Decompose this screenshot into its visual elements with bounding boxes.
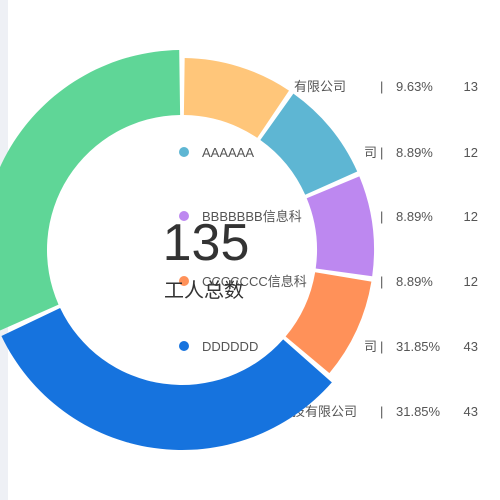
legend-name-3: BBBBBBB信息科 xyxy=(202,209,302,224)
donut-slice-6[interactable] xyxy=(0,50,181,331)
legend-value-6: 43 xyxy=(464,404,478,419)
donut-slice-3[interactable] xyxy=(306,176,375,277)
legend-value-2: 12 xyxy=(464,145,478,160)
legend-percent-1: 9.63% xyxy=(396,79,433,94)
legend-separator-4: | xyxy=(380,274,383,289)
legend-separator-1: | xyxy=(380,79,383,94)
legend-marker-4 xyxy=(179,276,189,286)
legend-marker-3 xyxy=(179,211,189,221)
legend-name-2: AAAAAA xyxy=(202,145,254,160)
legend-value-3: 12 xyxy=(464,209,478,224)
legend-percent-4: 8.89% xyxy=(396,274,433,289)
donut-slice-2[interactable] xyxy=(260,93,358,195)
legend-marker-5 xyxy=(179,341,189,351)
legend-name-5: DDDDDD xyxy=(202,339,258,354)
legend-separator-5: | xyxy=(380,339,383,354)
donut-slice-4[interactable] xyxy=(285,272,372,374)
legend-percent-2: 8.89% xyxy=(396,145,433,160)
legend-separator-2: | xyxy=(380,145,383,160)
legend-separator-3: | xyxy=(380,209,383,224)
legend-name-6: 技有限公司 xyxy=(292,404,357,419)
legend-separator-6: | xyxy=(380,404,383,419)
legend-percent-5: 31.85% xyxy=(396,339,441,354)
donut-slice-1[interactable] xyxy=(183,58,289,138)
legend-name-tail-2: 司 xyxy=(364,145,377,160)
center-total-value: 135 xyxy=(163,214,250,272)
legend-value-5: 43 xyxy=(464,339,478,354)
legend-name-1: 有限公司 xyxy=(294,79,346,94)
legend-value-4: 12 xyxy=(464,274,478,289)
legend-percent-6: 31.85% xyxy=(396,404,441,419)
donut-slice-5[interactable] xyxy=(1,308,332,450)
legend-value-1: 13 xyxy=(464,79,478,94)
legend-marker-2 xyxy=(179,147,189,157)
center-total-label: 工人总数 xyxy=(164,279,244,302)
donut-slices xyxy=(0,50,375,450)
legend-name-4: CCCCCCC信息科 xyxy=(202,274,307,289)
legend-percent-3: 8.89% xyxy=(396,209,433,224)
legend-name-tail-5: 司 xyxy=(364,339,377,354)
